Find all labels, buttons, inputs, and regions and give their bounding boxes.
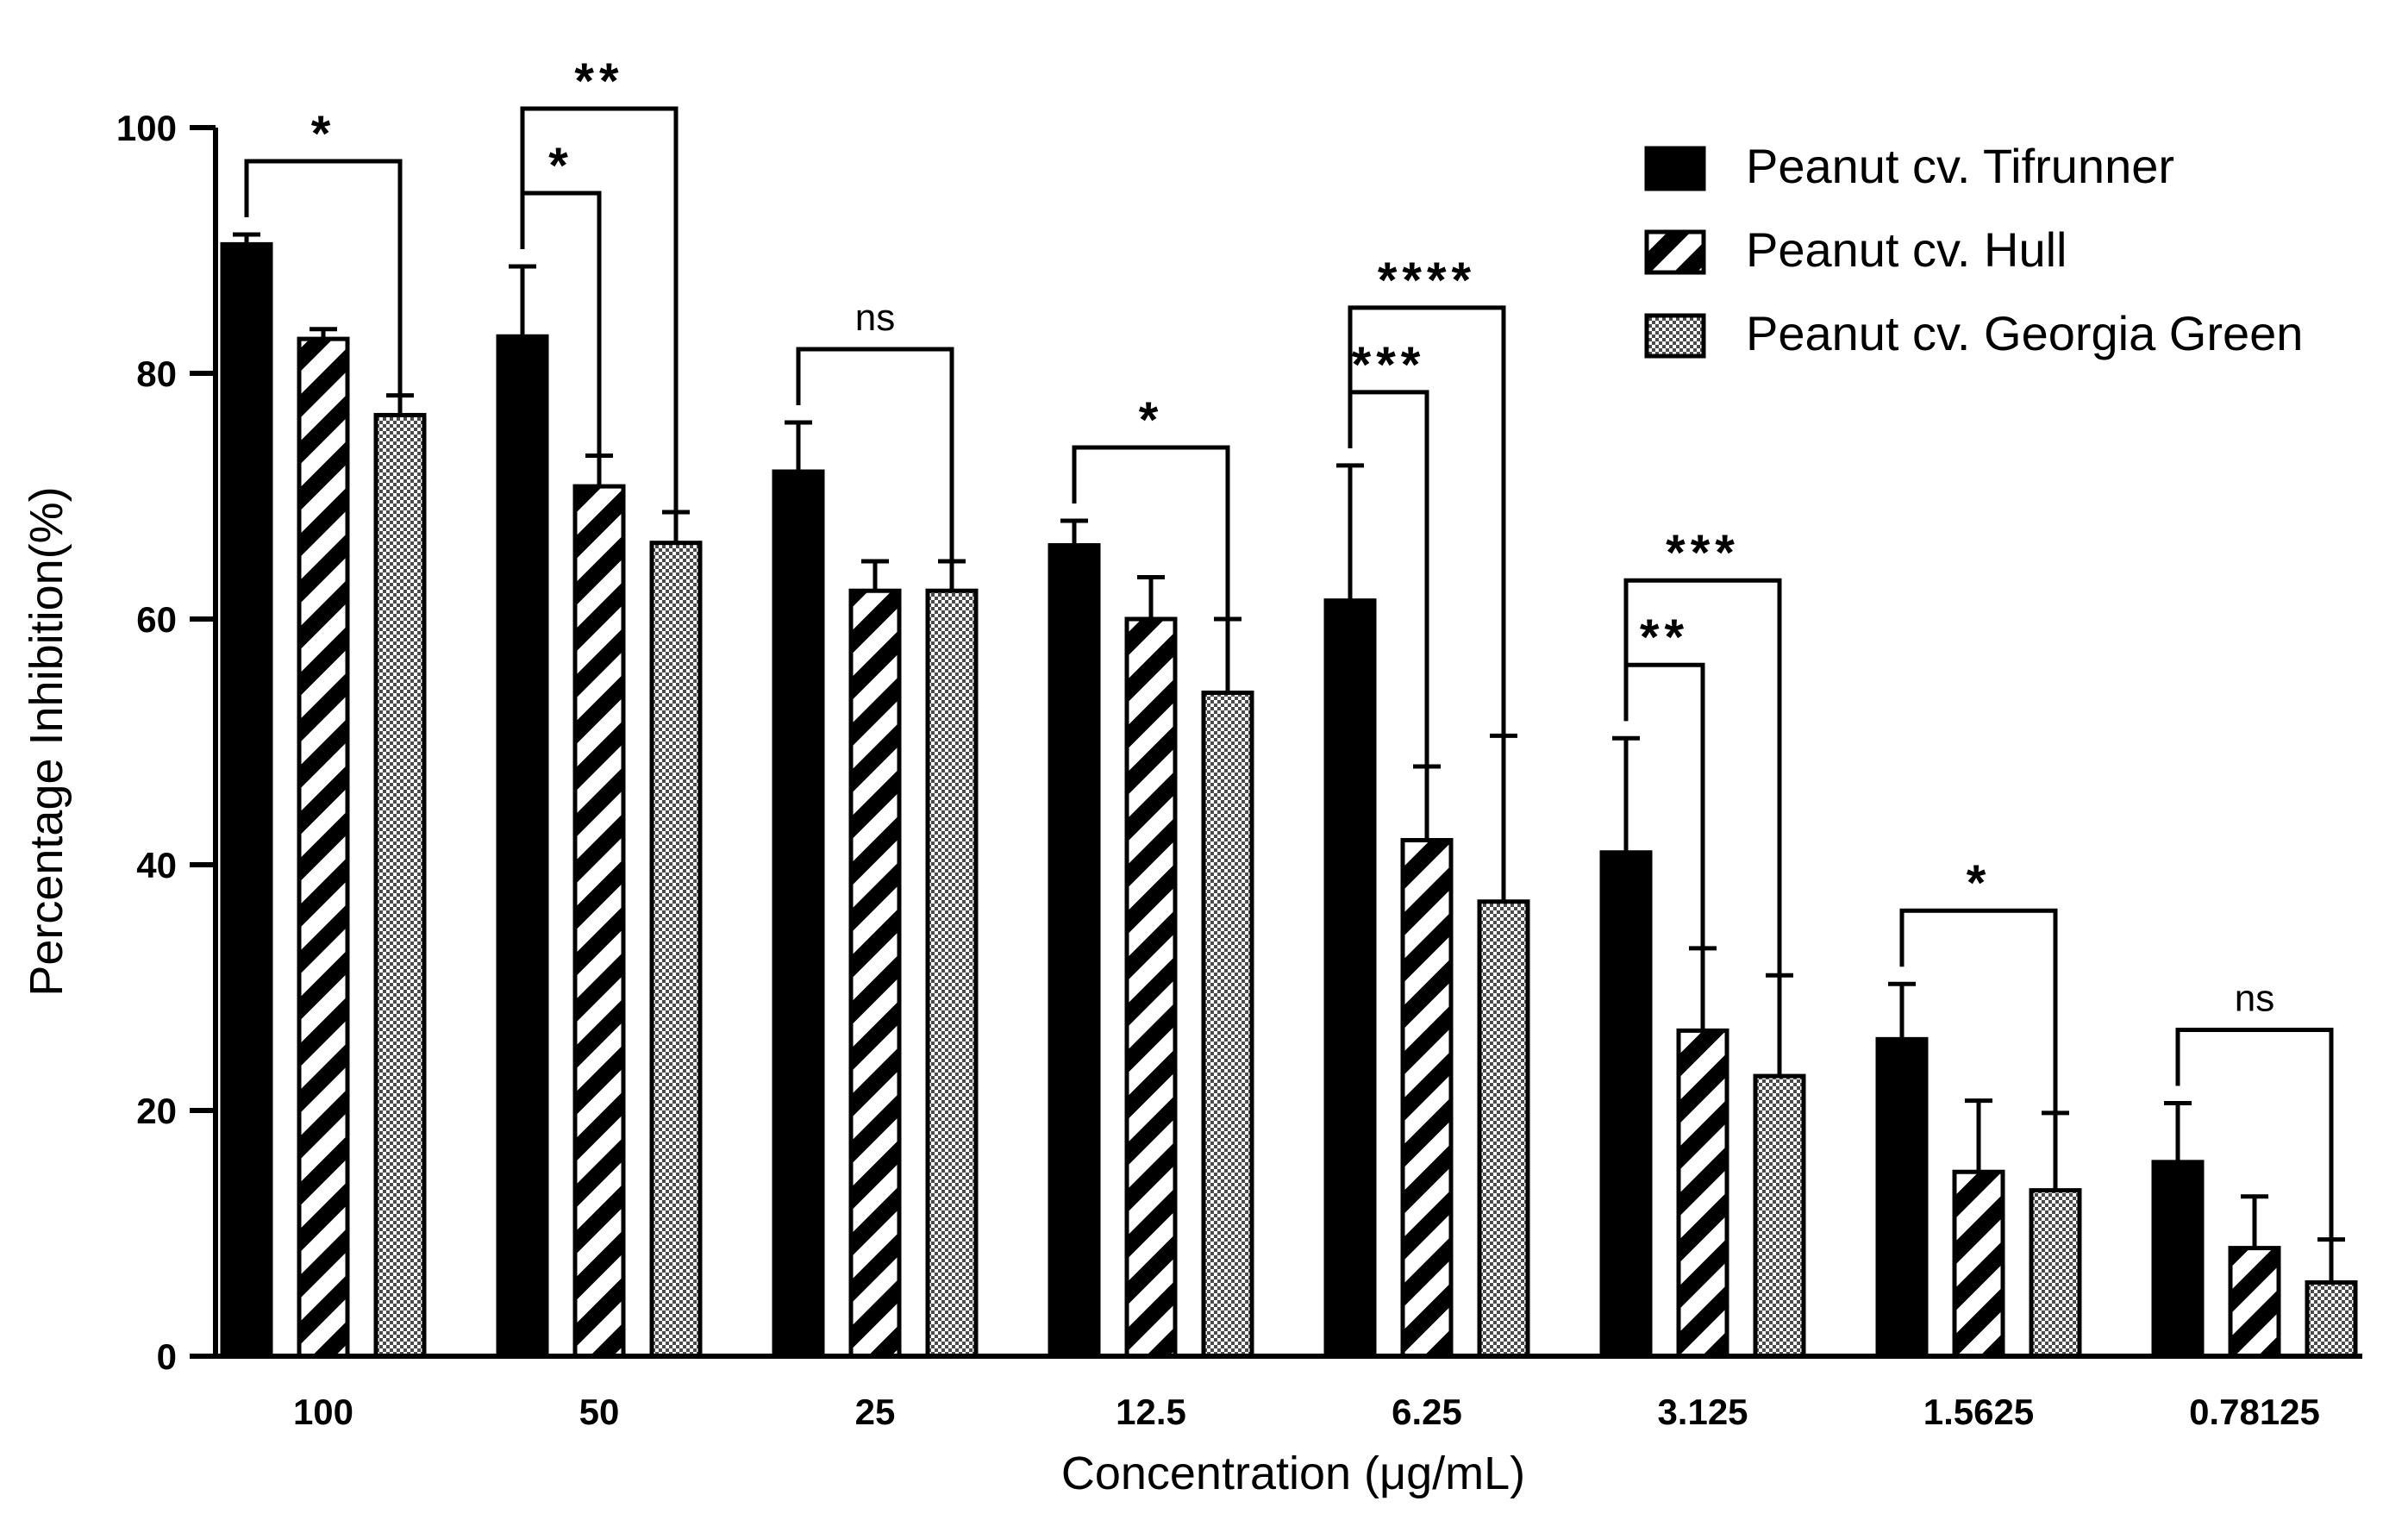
x-ticks: 100 50 25 12.5 6.25 3.125 1.5625 0.78125: [293, 1392, 2320, 1432]
significance-label-2: **: [574, 53, 623, 109]
bar-1-4: [1400, 838, 1454, 1359]
x-tick-label-6: 1.5625: [1923, 1392, 2034, 1432]
bar-2-0: [373, 412, 427, 1359]
x-tick-label-3: 12.5: [1116, 1392, 1186, 1432]
y-tick-label-1: 20: [136, 1091, 177, 1131]
significance-label-9: *: [1967, 855, 1992, 911]
x-tick-label-5: 3.125: [1657, 1392, 1748, 1432]
bar-1-3: [1124, 616, 1178, 1359]
bar-2-2: [925, 588, 979, 1359]
y-axis-title: Percentage Inhibition(%): [21, 486, 72, 996]
y-ticks: 0 20 40 60 80 100: [116, 108, 216, 1377]
legend-swatch-2: [1644, 313, 1706, 359]
y-tick-label-3: 60: [136, 599, 177, 640]
bar-0-7: [2151, 1160, 2205, 1359]
y-tick-label-2: 40: [136, 845, 177, 885]
significance-bracket-9: [1899, 908, 2058, 1184]
bar-1-6: [1952, 1169, 2005, 1359]
significance-label-4: *: [1139, 392, 1164, 448]
bar-1-7: [2228, 1246, 2281, 1359]
bar-0-0: [220, 241, 273, 1359]
significance-label-7: **: [1640, 610, 1689, 666]
bar-0-5: [1599, 850, 1653, 1359]
x-axis: 100 50 25 12.5 6.25 3.125 1.5625 0.78125: [213, 1354, 2362, 1432]
significance-label-3: ns: [855, 297, 895, 339]
bar-0-3: [1048, 543, 1101, 1359]
significance-bracket-0: [244, 159, 403, 409]
bar-0-6: [1875, 1036, 1929, 1359]
bar-2-1: [649, 541, 703, 1359]
legend-label-1: Peanut cv. Hull: [1746, 222, 2067, 277]
legend-swatch-0: [1644, 146, 1706, 191]
error-bars-layer: [233, 232, 2345, 1283]
legend-label-0: Peanut cv. Tifrunner: [1746, 139, 2174, 193]
y-tick-label-0: 0: [157, 1336, 177, 1377]
significance-label-8: ***: [1666, 525, 1740, 581]
bar-2-5: [1753, 1073, 1806, 1359]
bar-1-1: [572, 484, 626, 1359]
bar-1-2: [848, 588, 902, 1359]
y-tick-label-4: 80: [136, 353, 177, 394]
bar-2-6: [2029, 1188, 2082, 1359]
legend-label-2: Peanut cv. Georgia Green: [1746, 306, 2303, 360]
x-tick-label-7: 0.78125: [2189, 1392, 2320, 1432]
x-tick-label-2: 25: [855, 1392, 896, 1432]
bar-2-7: [2305, 1280, 2358, 1359]
x-tick-label-4: 6.25: [1392, 1392, 1462, 1432]
legend-swatch-1: [1644, 229, 1706, 275]
significance-label-0: *: [311, 106, 336, 162]
significance-bracket-3: [796, 347, 954, 585]
significance-bracket-8: [1623, 578, 1782, 1070]
x-axis-title: Concentration (μg/mL): [1061, 1448, 1525, 1499]
significance-bracket-6: [1348, 305, 1506, 895]
significance-bracket-4: [1072, 445, 1230, 686]
significance-label-1: *: [548, 138, 573, 194]
x-tick-label-1: 50: [579, 1392, 620, 1432]
x-tick-label-0: 100: [293, 1392, 353, 1432]
significance-label-10: ns: [2235, 977, 2274, 1019]
bar-1-5: [1676, 1028, 1729, 1359]
significance-layer: ****ns**************ns: [244, 53, 2334, 1276]
significance-bracket-2: [520, 106, 679, 536]
bar-2-4: [1477, 899, 1530, 1359]
bar-0-4: [1323, 598, 1377, 1359]
bar-0-1: [496, 334, 549, 1359]
y-tick-label-5: 100: [116, 108, 177, 148]
significance-label-6: ****: [1378, 253, 1476, 309]
legend: Peanut cv. Tifrunner Peanut cv. Hull Peanu…: [1644, 139, 2303, 360]
y-axis: 0 20 40 60 80 100: [116, 108, 218, 1377]
significance-label-5: ***: [1352, 337, 1426, 393]
bar-2-3: [1201, 691, 1254, 1359]
significance-bracket-10: [2175, 1027, 2334, 1276]
bar-1-0: [297, 336, 350, 1359]
bar-0-2: [772, 469, 825, 1359]
bars-layer: [220, 241, 2358, 1359]
